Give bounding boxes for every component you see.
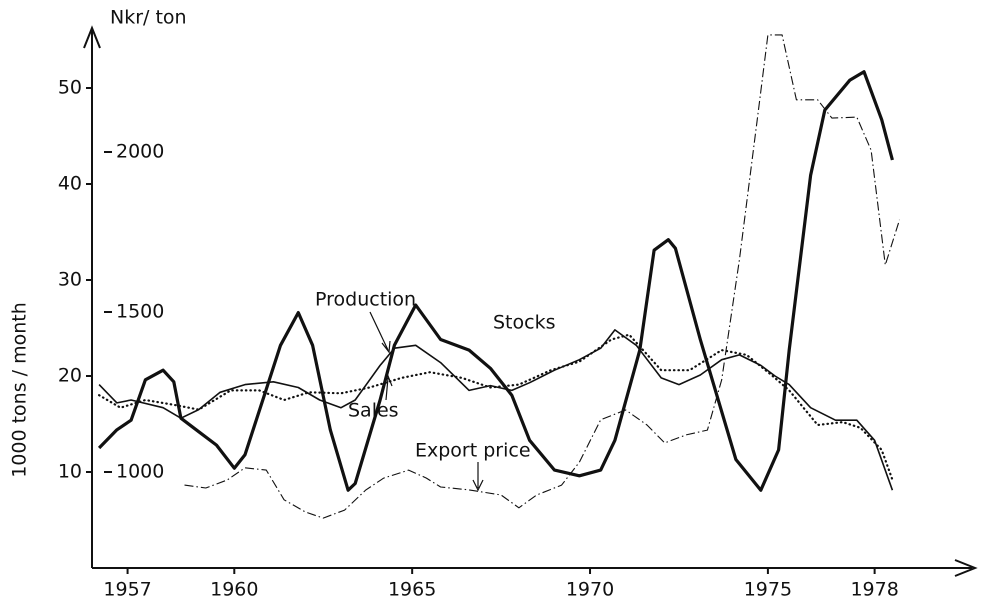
y2-tick-label: 2000	[116, 141, 164, 163]
y-tick-label: 40	[58, 173, 82, 195]
y-tick-label: 50	[58, 77, 82, 99]
x-axis-arrow	[954, 559, 978, 577]
x-tick-label: 1970	[566, 579, 614, 601]
y-tick-label: 20	[58, 365, 82, 387]
y-axis-arrow	[83, 25, 101, 49]
series-line	[184, 34, 901, 519]
x-tick-label: 1975	[744, 579, 792, 601]
y2-tick-label: 1000	[116, 461, 164, 483]
y2-axis-label: Nkr/ ton	[110, 7, 187, 29]
x-tick-label: 1978	[850, 579, 898, 601]
y-tick-label: 30	[58, 269, 82, 291]
series-line	[97, 70, 894, 492]
series-label: Sales	[348, 400, 399, 422]
series-label: Stocks	[493, 312, 555, 334]
series-label: Production	[315, 289, 416, 311]
series-line	[98, 329, 894, 491]
series-label: Export price	[415, 440, 531, 462]
x-tick-label: 1965	[388, 579, 436, 601]
y-axis-label: 1000 tons / month	[9, 302, 31, 478]
x-tick-label: 1957	[103, 579, 151, 601]
y-tick-label: 10	[58, 461, 82, 483]
annotation-arrow	[472, 462, 484, 492]
series-line	[98, 333, 894, 481]
annotation-arrow	[369, 311, 391, 354]
x-tick-label: 1960	[210, 579, 258, 601]
y2-tick-label: 1500	[116, 301, 164, 323]
